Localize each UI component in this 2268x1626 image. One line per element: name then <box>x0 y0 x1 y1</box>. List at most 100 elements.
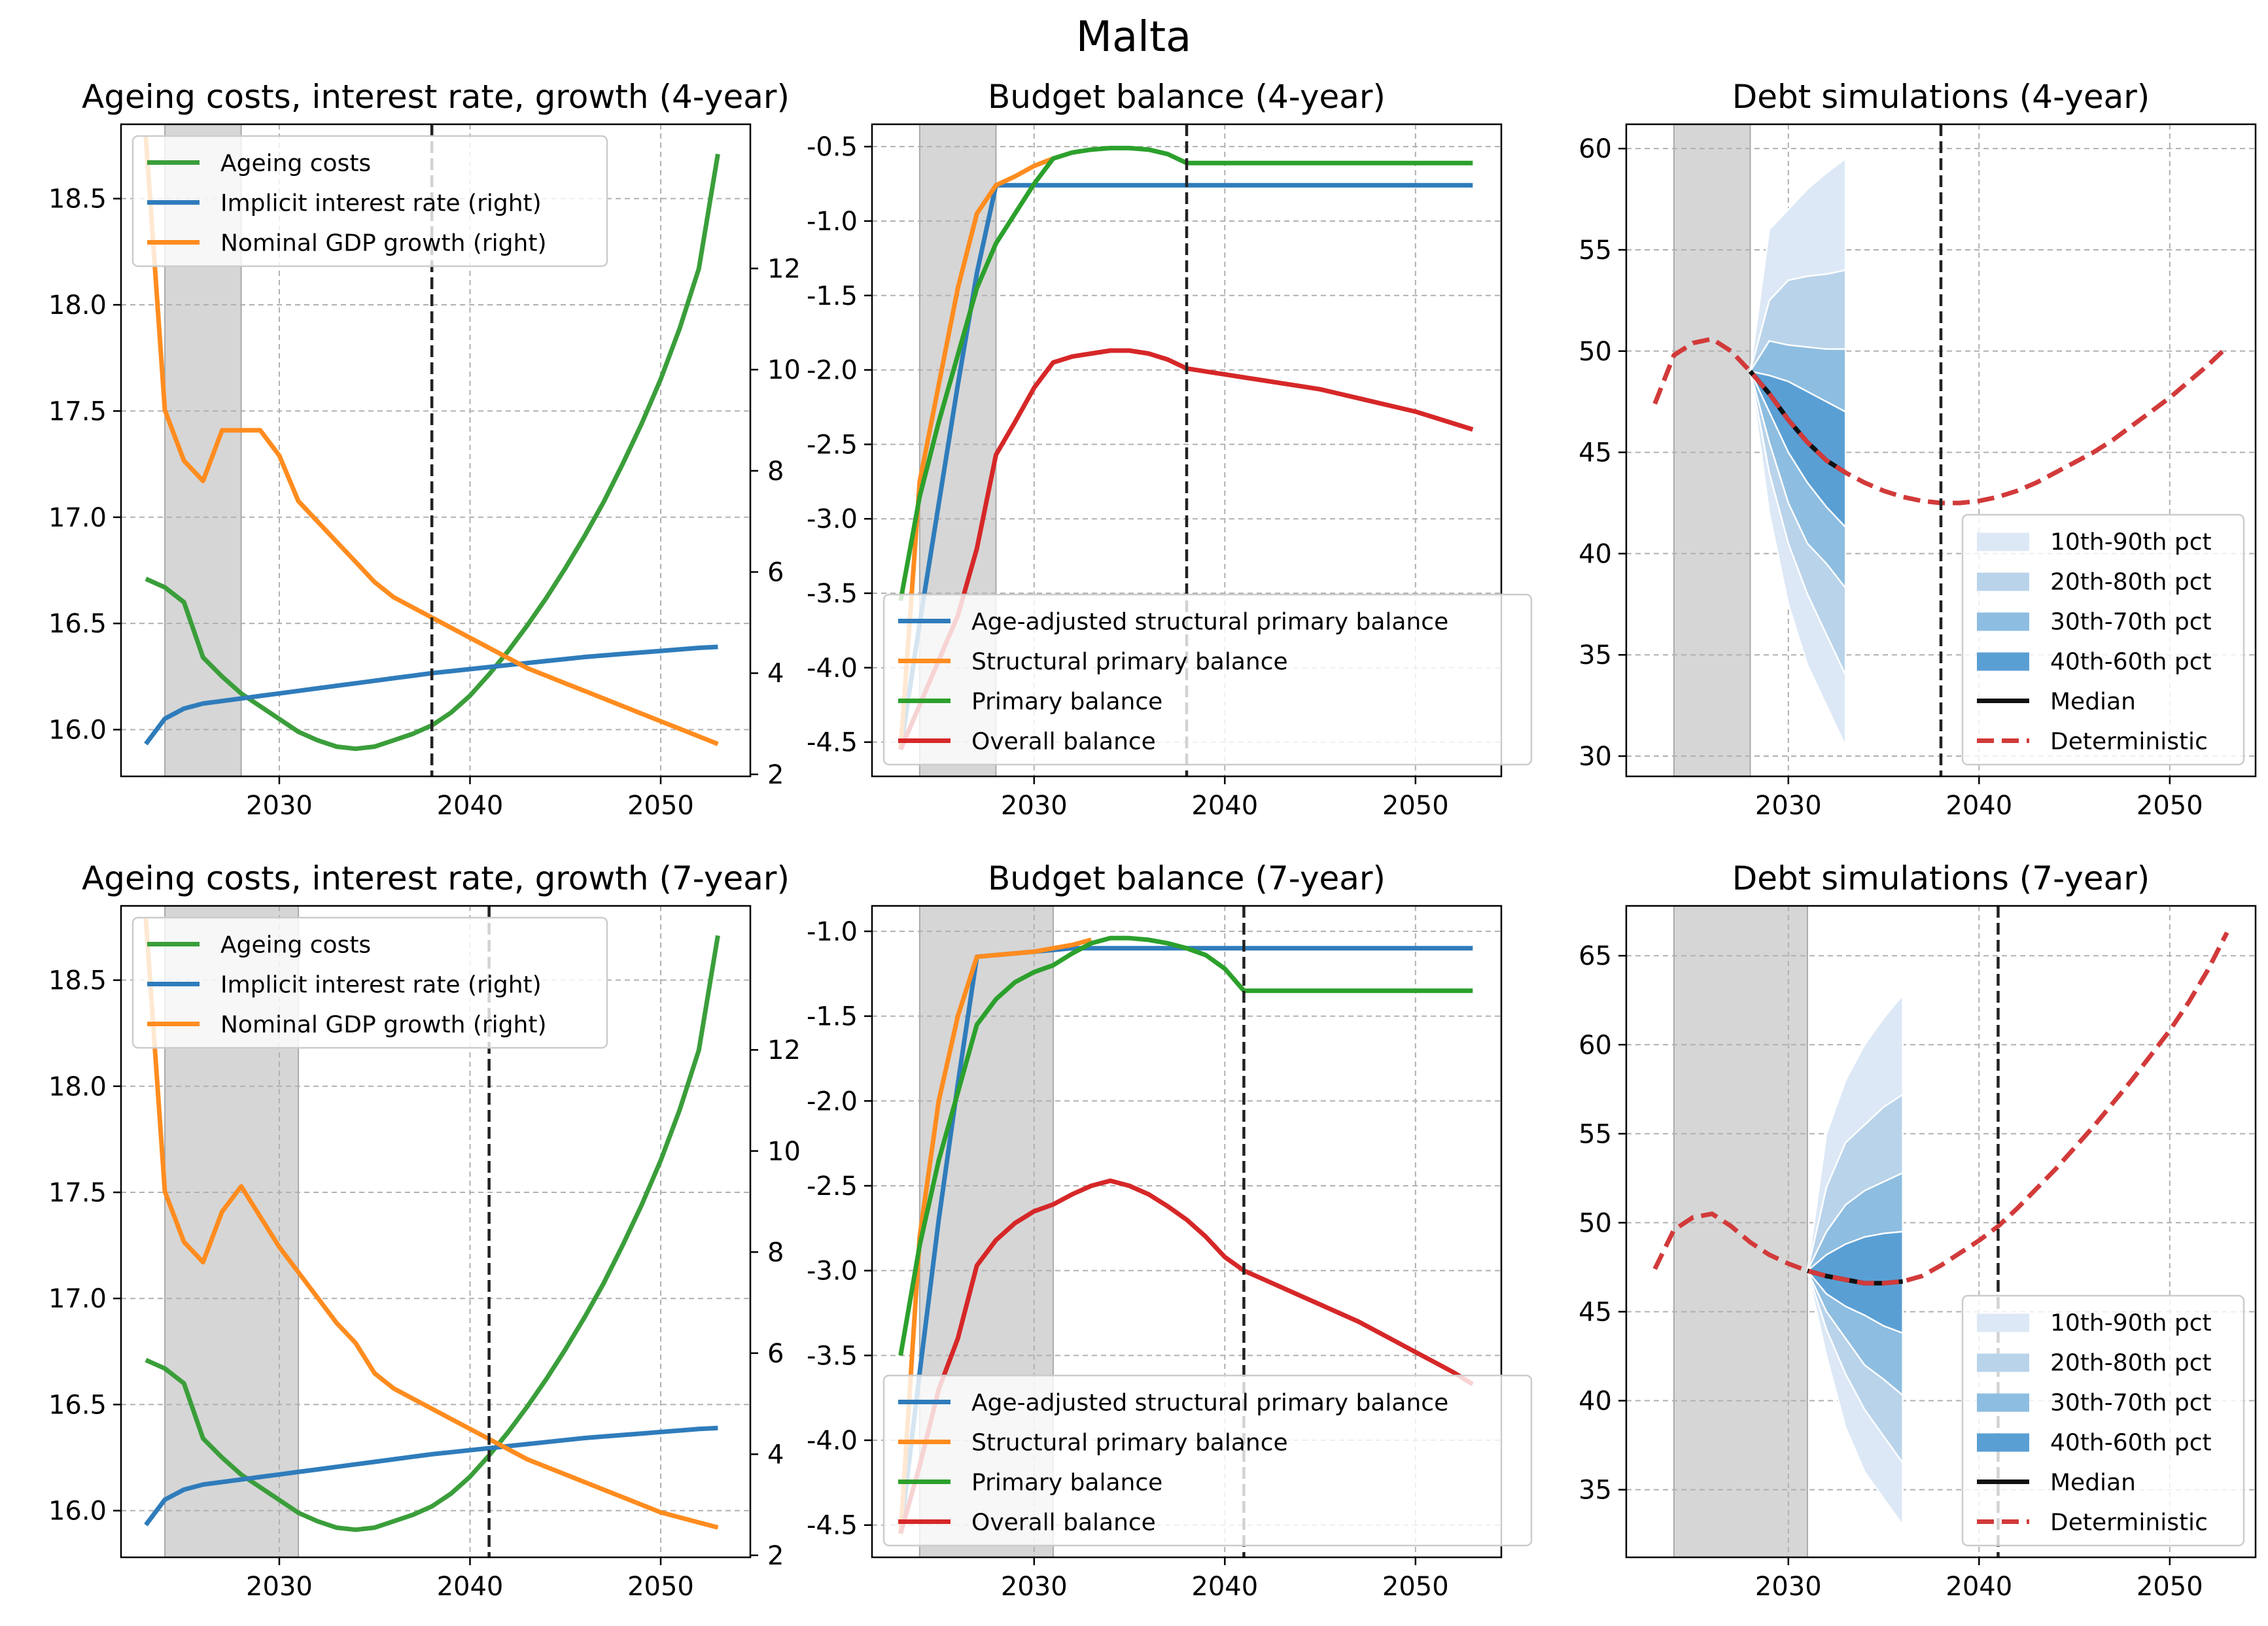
y-tick-label: 35 <box>1579 1476 1612 1506</box>
legend-label: 10th-90th pct <box>2050 529 2212 556</box>
y-tick-label: 17.0 <box>48 503 107 533</box>
y-tick-label: -4.0 <box>807 653 858 683</box>
y-tick-label: 17.0 <box>48 1284 107 1314</box>
axes-frame <box>120 905 752 1559</box>
y-tick-label: 16.5 <box>48 609 107 639</box>
series-line <box>898 935 1473 1356</box>
legend-swatch <box>1977 1393 2029 1412</box>
legend-box <box>131 916 608 1049</box>
legend-label: Structural primary balance <box>971 649 1288 676</box>
y-tick-label: 18.5 <box>48 184 107 215</box>
series-line <box>898 1178 1474 1534</box>
legend-label: Age-adjusted structural primary balance <box>971 1390 1448 1417</box>
legend-box <box>131 135 608 268</box>
y-tick-label: 18.0 <box>48 290 107 320</box>
legend: Age-adjusted structural primary balance S… <box>882 593 1533 766</box>
chart-title: Debt simulations (4-year) <box>1732 78 2150 116</box>
legend: Age-adjusted structural primary balance S… <box>882 1374 1533 1547</box>
legend-label: Ageing costs <box>220 150 371 177</box>
x-tick-label: 2030 <box>1001 791 1068 821</box>
series-group <box>143 918 720 1532</box>
y2-tick-label: 6 <box>767 558 784 588</box>
legend-label: Median <box>2050 1470 2136 1496</box>
axes-frame <box>871 123 1503 778</box>
legend-swatch <box>1977 532 2029 551</box>
legend-label: 20th-80th pct <box>2050 1350 2212 1377</box>
legend-label: 30th-70th pct <box>2050 1390 2212 1417</box>
x-tick-label: 2050 <box>627 791 694 821</box>
x-tick-label: 2040 <box>1191 791 1258 821</box>
legend-label: Age-adjusted structural primary balance <box>971 609 1448 636</box>
y-tick-label: 50 <box>1579 337 1612 367</box>
projection-shade <box>1673 124 1751 777</box>
y-tick-label: 17.5 <box>48 1178 107 1208</box>
y-tick-label: -3.0 <box>807 1256 858 1287</box>
y2-tick-label: 2 <box>767 760 784 790</box>
legend-label: Deterministic <box>2050 729 2208 755</box>
legend-swatch <box>1977 1353 2029 1372</box>
legend-box <box>1961 513 2245 766</box>
x-tick-label: 2030 <box>1755 1572 1822 1602</box>
legend-label: Implicit interest rate (right) <box>220 972 542 999</box>
legend-box <box>1961 1294 2245 1547</box>
chart-5: 2030 2040 2050 -1.0 -1.5 -2.0 -2.5 -3.0 -3.5 -4.0… <box>807 859 1533 1602</box>
legend-label: 40th-60th pct <box>2050 1430 2212 1457</box>
y2-tick-label: 8 <box>767 457 784 487</box>
legend-label: Structural primary balance <box>971 1430 1288 1457</box>
y2-tick-label: 12 <box>767 254 801 284</box>
legend-label: Ageing costs <box>220 932 371 959</box>
x-tick-label: 2040 <box>437 791 504 821</box>
y-tick-label: 50 <box>1579 1208 1612 1238</box>
y-tick-label: -1.0 <box>807 917 858 947</box>
legend-label: 30th-70th pct <box>2050 609 2212 636</box>
y-tick-label: -1.0 <box>807 207 858 237</box>
y-tick-label: -2.0 <box>807 356 858 386</box>
series-group <box>1652 931 2229 1286</box>
y-tick-label: -4.5 <box>807 1511 858 1541</box>
y-tick-label: -2.0 <box>807 1086 858 1116</box>
chart-1: 2030 2040 2050 16.0 16.5 17.0 17.5 18.0 18.5 2 4 6 8… <box>48 78 801 821</box>
x-tick-label: 2050 <box>2137 791 2203 821</box>
series-line <box>144 1425 718 1527</box>
x-tick-label: 2030 <box>1755 791 1822 821</box>
y-tick-label: -3.5 <box>807 1341 858 1371</box>
axes-frame <box>871 905 1503 1559</box>
y-tick-label: -3.5 <box>807 579 858 609</box>
chart-3: 2030 2040 2050 30 35 40 45 50 55 60 Debt simulatio… <box>1579 78 2257 821</box>
x-tick-label: 2050 <box>627 1572 694 1602</box>
legend-swatch <box>1977 1433 2029 1452</box>
y-tick-label: 60 <box>1579 1030 1612 1060</box>
axes-frame <box>1625 905 2257 1559</box>
y-tick-label: 18.0 <box>48 1072 107 1102</box>
y-tick-label: -3.0 <box>807 504 858 534</box>
chart-4: 2030 2040 2050 16.0 16.5 17.0 17.5 18.0 18.5 2 4 6 8… <box>48 859 801 1602</box>
y-tick-label: 55 <box>1579 235 1612 266</box>
y-tick-label: 55 <box>1579 1119 1612 1149</box>
x-tick-label: 2040 <box>1191 1572 1258 1602</box>
legend-label: 40th-60th pct <box>2050 649 2212 676</box>
y-tick-label: -1.5 <box>807 281 858 311</box>
y2-tick-label: 10 <box>767 355 801 385</box>
chart-title: Budget balance (7-year) <box>988 859 1386 897</box>
x-tick-label: 2050 <box>1382 1572 1449 1602</box>
y-tick-label: 35 <box>1579 640 1612 670</box>
y2-tick-label: 4 <box>767 659 784 689</box>
y2-tick-label: 2 <box>767 1541 784 1571</box>
legend-box <box>882 593 1533 766</box>
y-tick-label: -4.5 <box>807 728 858 758</box>
y-tick-label: 17.5 <box>48 396 107 426</box>
y-tick-label: -0.5 <box>807 132 858 162</box>
y-tick-label: -1.5 <box>807 1002 858 1032</box>
series-line <box>898 937 1092 1534</box>
legend-swatch <box>1977 1313 2029 1332</box>
y-tick-label: 65 <box>1579 941 1612 971</box>
y-tick-label: 30 <box>1579 742 1612 772</box>
y-tick-label: 45 <box>1579 1297 1612 1327</box>
y-tick-label: -2.5 <box>807 1171 858 1202</box>
x-tick-label: 2040 <box>1945 1572 2012 1602</box>
legend-label: Overall balance <box>971 729 1156 755</box>
legend-label: Primary balance <box>971 1470 1162 1496</box>
y-tick-label: -4.0 <box>807 1426 858 1456</box>
x-tick-label: 2030 <box>1001 1572 1068 1602</box>
